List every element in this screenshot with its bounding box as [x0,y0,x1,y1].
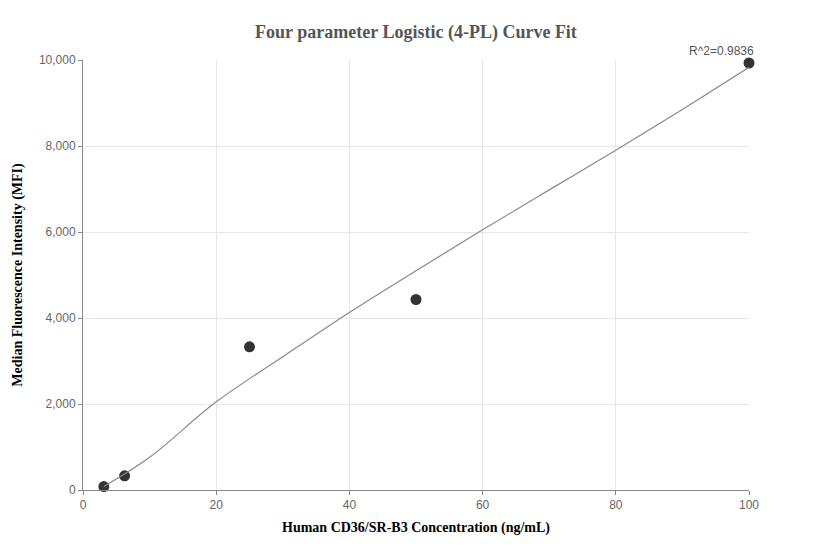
svg-text:Four parameter Logistic (4-PL): Four parameter Logistic (4-PL) Curve Fit [255,22,577,43]
svg-text:Median Fluorescence Intensity: Median Fluorescence Intensity (MFI) [10,163,26,387]
svg-text:60: 60 [476,498,490,512]
svg-text:Human CD36/SR-B3 Concentration: Human CD36/SR-B3 Concentration (ng/mL) [282,520,550,536]
svg-text:40: 40 [343,498,357,512]
svg-text:8,000: 8,000 [46,139,76,153]
svg-text:80: 80 [609,498,623,512]
svg-text:10,000: 10,000 [39,53,76,67]
svg-text:20: 20 [210,498,224,512]
svg-text:100: 100 [739,498,759,512]
svg-text:4,000: 4,000 [46,311,76,325]
svg-text:6,000: 6,000 [46,225,76,239]
svg-text:0: 0 [80,498,87,512]
svg-text:2,000: 2,000 [46,397,76,411]
svg-text:R^2=0.9836: R^2=0.9836 [689,44,754,58]
svg-text:0: 0 [69,483,76,497]
